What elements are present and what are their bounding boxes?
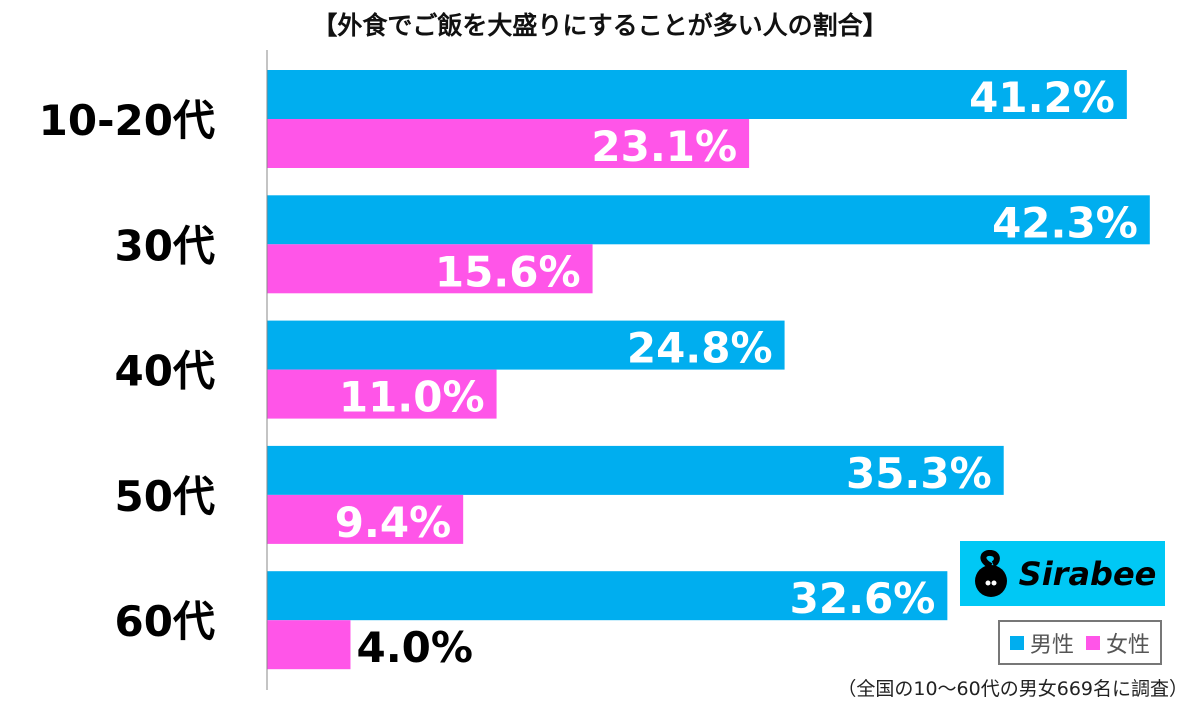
logo-text: Sirabee	[1018, 554, 1157, 593]
female-bar	[267, 494, 464, 544]
chart-title: 【外食でご飯を大盛りにすることが多い人の割合】	[312, 11, 888, 40]
category-label: 50代	[115, 472, 215, 521]
male-bar	[267, 445, 1004, 495]
legend-swatch-male	[1009, 635, 1024, 650]
sirabee-logo: Sirabee	[960, 541, 1165, 606]
data-label: 32.6%	[790, 574, 936, 623]
male-bar	[267, 320, 785, 370]
category-label: 10-20代	[39, 96, 215, 145]
logo-mark-icon	[974, 549, 1007, 597]
data-label: 9.4%	[335, 498, 451, 547]
data-label: 4.0%	[356, 623, 472, 672]
female-bar	[267, 620, 351, 670]
data-label: 11.0%	[339, 373, 485, 422]
male-bar	[267, 195, 1150, 245]
male-bar	[267, 571, 948, 621]
data-label: 41.2%	[969, 73, 1115, 122]
category-label: 60代	[115, 597, 215, 646]
category-label: 40代	[115, 347, 215, 396]
female-bar	[267, 369, 497, 419]
male-bar	[267, 70, 1127, 119]
legend-label-male: 男性	[1029, 632, 1074, 658]
female-bar	[267, 244, 593, 294]
data-label: 35.3%	[846, 449, 992, 498]
legend-swatch-female	[1086, 635, 1100, 650]
legend: 男性 女性	[998, 620, 1162, 665]
female-bar	[267, 119, 750, 168]
data-label: 23.1%	[591, 122, 737, 171]
data-label: 15.6%	[435, 247, 581, 296]
data-label: 24.8%	[627, 324, 773, 373]
legend-label-female: 女性	[1106, 632, 1151, 658]
category-label: 30代	[115, 221, 215, 270]
data-label: 42.3%	[992, 198, 1138, 247]
footnote: （全国の10〜60代の男女669名に調査）	[837, 678, 1188, 700]
